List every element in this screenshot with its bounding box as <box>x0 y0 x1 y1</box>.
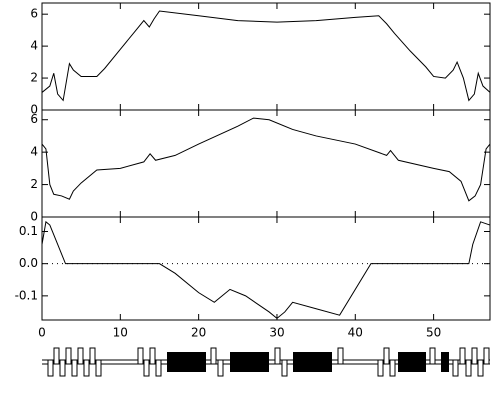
quadrupole <box>217 359 224 377</box>
quadrupole <box>210 347 217 365</box>
data-line <box>41 117 491 202</box>
quadrupole <box>47 359 54 377</box>
quadrupole <box>389 359 396 377</box>
lattice-strip <box>42 347 490 377</box>
y-tick-label: 2 <box>30 177 38 191</box>
y-tick-label: 0.1 <box>19 224 38 238</box>
quadrupole <box>83 359 90 377</box>
y-tick-label: 2 <box>30 71 38 85</box>
x-tick-label: 0 <box>38 326 46 340</box>
quadrupole <box>337 347 344 365</box>
quadrupole <box>274 347 281 365</box>
quadrupole <box>89 347 96 365</box>
dipole <box>167 352 206 372</box>
dipole <box>441 352 449 372</box>
quadrupole <box>59 359 66 377</box>
y-tick-label: 4 <box>30 145 38 159</box>
y-tick-label: 4 <box>30 39 38 53</box>
y-tick-label: 0 <box>30 210 38 224</box>
dipole <box>398 352 426 372</box>
quadrupole <box>459 347 466 365</box>
plot-frame <box>41 216 491 321</box>
quadrupole <box>483 347 490 365</box>
quadrupole <box>281 359 288 377</box>
quadrupole <box>155 359 162 377</box>
plot-frame <box>41 2 491 111</box>
quadrupole <box>383 347 390 365</box>
quadrupole <box>429 347 436 365</box>
plot-frame <box>41 109 491 218</box>
quadrupole <box>452 359 459 377</box>
quadrupole <box>77 347 84 365</box>
y-tick-label: -0.1 <box>15 288 38 302</box>
x-tick-label: 10 <box>113 326 128 340</box>
quadrupole <box>471 347 478 365</box>
dipole <box>293 352 332 372</box>
data-line <box>41 220 491 320</box>
x-tick-label: 30 <box>269 326 284 340</box>
quadrupole <box>137 347 144 365</box>
y-tick-label: 0.0 <box>19 256 38 270</box>
quadrupole <box>149 347 156 365</box>
quadrupole <box>71 359 78 377</box>
quadrupole <box>465 359 472 377</box>
quadrupole <box>95 359 102 377</box>
y-tick-label: 6 <box>30 112 38 126</box>
y-tick-label: 0 <box>30 103 38 117</box>
quadrupole <box>53 347 60 365</box>
data-line <box>41 10 491 102</box>
x-tick-label: 20 <box>191 326 206 340</box>
quadrupole <box>477 359 484 377</box>
dipole <box>230 352 269 372</box>
quadrupole <box>65 347 72 365</box>
y-tick-label: 6 <box>30 7 38 21</box>
quadrupole <box>377 359 384 377</box>
x-tick-label: 40 <box>348 326 363 340</box>
x-tick-label: 50 <box>426 326 441 340</box>
quadrupole <box>143 359 150 377</box>
